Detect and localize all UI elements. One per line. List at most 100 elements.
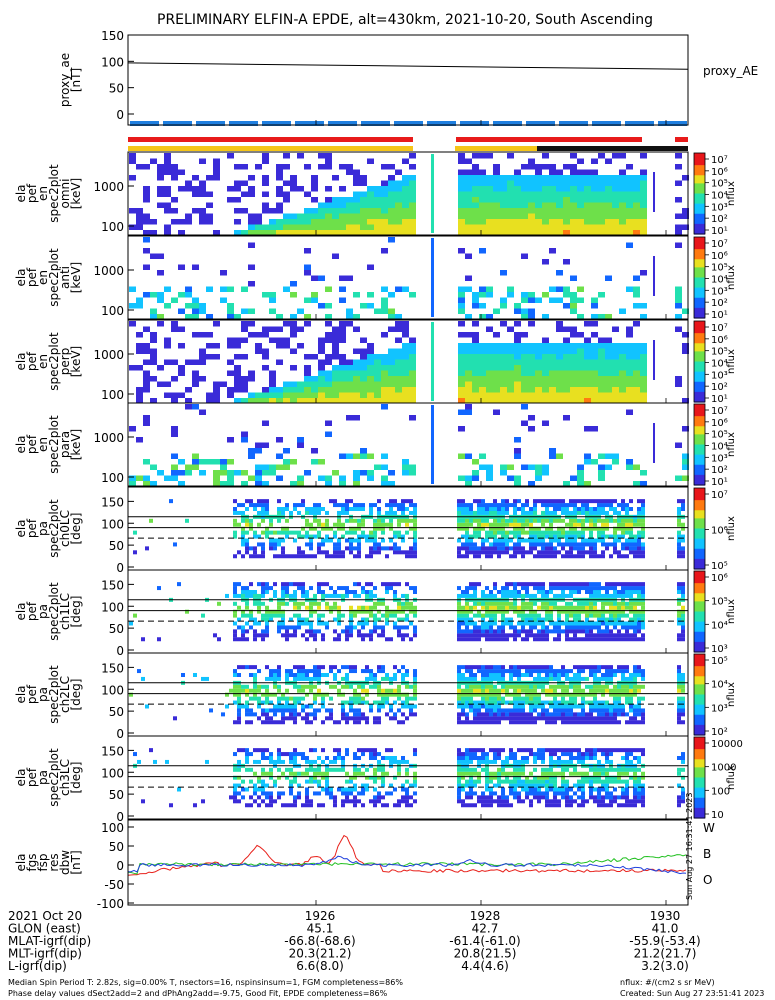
spectrogram-cell	[619, 213, 626, 219]
colorbar-segment	[694, 412, 705, 415]
spectrogram-cell	[381, 376, 388, 382]
pitch-angle-cell	[593, 692, 597, 697]
pitch-angle-cell	[465, 593, 469, 598]
spectrogram-cell	[507, 354, 514, 360]
pitch-angle-cell	[285, 586, 289, 591]
pitch-angle-cell	[501, 629, 505, 634]
spectrogram-cell	[185, 186, 192, 192]
spectrogram-cell	[304, 370, 311, 376]
pitch-angle-cell	[605, 669, 609, 674]
spectrogram-cell	[626, 398, 633, 404]
spectrogram-cell	[514, 343, 521, 349]
spectrogram-cell	[381, 164, 388, 170]
pitch-angle-cell	[377, 522, 381, 527]
spectrogram-cell	[479, 392, 486, 398]
colorbar-segment	[694, 623, 705, 627]
spectrogram-cell	[521, 381, 528, 387]
pitch-angle-cell	[621, 613, 625, 618]
pitch-angle-cell	[301, 665, 305, 670]
pitch-angle-cell	[401, 507, 405, 511]
pitch-angle-cell	[633, 590, 637, 594]
pitch-angle-cell	[361, 637, 365, 642]
pitch-angle-cell	[277, 625, 281, 630]
pitch-angle-cell	[493, 637, 497, 642]
spectrogram-cell	[374, 392, 381, 398]
spectrogram-cell	[591, 303, 598, 309]
colorbar-segment	[694, 237, 705, 240]
pitch-angle-cell	[249, 673, 253, 677]
spectrogram-cell	[570, 191, 577, 197]
pitch-angle-cell	[569, 499, 573, 504]
spectrogram-cell	[465, 202, 472, 208]
spectrogram-cell	[577, 197, 584, 203]
pitch-angle-cell	[501, 550, 505, 555]
spectrogram-cell	[605, 348, 612, 354]
spectrogram-cell	[486, 475, 493, 481]
spectrogram-cell	[507, 153, 514, 159]
pitch-angle-cell	[593, 605, 597, 610]
spectrogram-cell	[486, 326, 493, 332]
spectrogram-cell	[472, 332, 479, 338]
pitch-angle-cell	[529, 507, 533, 511]
colorbar-segment	[694, 408, 705, 411]
spectrogram-cell	[171, 453, 178, 459]
spectrogram-cell	[535, 470, 542, 476]
pitch-angle-cell	[481, 518, 485, 523]
pitch-angle-cell	[637, 704, 641, 709]
pitch-angle-cell	[557, 708, 561, 713]
spectrogram-cell	[598, 175, 605, 181]
spectrogram-cell	[353, 381, 360, 387]
pitch-angle-cell	[681, 526, 685, 531]
pitch-angle-cell	[261, 700, 265, 705]
pitch-angle-cell	[533, 704, 537, 709]
spectrogram-cell	[157, 314, 164, 320]
spectrogram-cell	[367, 470, 374, 476]
spectrogram-cell	[276, 175, 283, 181]
spectrogram-cell	[570, 475, 577, 481]
colorbar-segment	[694, 193, 705, 197]
pitch-angle-cell	[393, 692, 397, 697]
pitch-angle-cell	[285, 534, 289, 539]
spectrogram-cell	[577, 470, 584, 476]
spectrogram-cell	[311, 376, 318, 382]
spectrogram-cell	[409, 470, 416, 476]
pitch-angle-cell	[589, 712, 593, 717]
pitch-angle-cell	[413, 503, 417, 508]
spectrogram-cell	[598, 348, 605, 354]
pitch-angle-cell	[237, 692, 241, 697]
spectrogram-cell	[563, 337, 570, 343]
spectrogram-cell	[290, 398, 297, 404]
spectrogram-cell	[514, 191, 521, 197]
pitch-angle-cell	[401, 503, 405, 508]
colorbar-segment	[694, 494, 705, 497]
pitch-angle-cell	[565, 676, 569, 681]
pitch-angle-cell	[557, 534, 561, 539]
spectrogram-cell	[290, 326, 297, 332]
pitch-angle-cell	[497, 716, 501, 721]
pitch-angle-cell	[589, 700, 593, 705]
spectrogram-cell	[157, 292, 164, 298]
pitch-angle-cell	[397, 530, 401, 535]
pitch-angle-cell	[293, 696, 297, 701]
colorbar-segment	[694, 173, 705, 176]
pitch-angle-cell	[457, 696, 461, 701]
pitch-angle-cell	[397, 546, 401, 551]
pitch-angle-cell	[565, 621, 569, 626]
spectrogram-cell	[227, 308, 234, 314]
pitch-angle-cell	[605, 704, 609, 709]
pitch-angle-cell	[237, 684, 241, 689]
pitch-angle-cell	[601, 676, 605, 681]
spectrogram-cell	[150, 376, 157, 382]
spectrogram-cell	[633, 213, 640, 219]
pitch-angle-cell	[273, 673, 277, 677]
pitch-angle-cell	[397, 688, 401, 693]
pitch-angle-cell	[457, 684, 461, 689]
spectrogram-cell	[563, 376, 570, 382]
spectrogram-cell	[577, 297, 584, 303]
spectrogram-cell	[535, 169, 542, 175]
pitch-angle-cell	[281, 609, 285, 614]
pitch-angle-cell	[389, 538, 393, 543]
pitch-angle-cell	[321, 692, 325, 697]
colorbar-segment	[694, 331, 705, 334]
spectrogram-cell	[640, 202, 647, 208]
